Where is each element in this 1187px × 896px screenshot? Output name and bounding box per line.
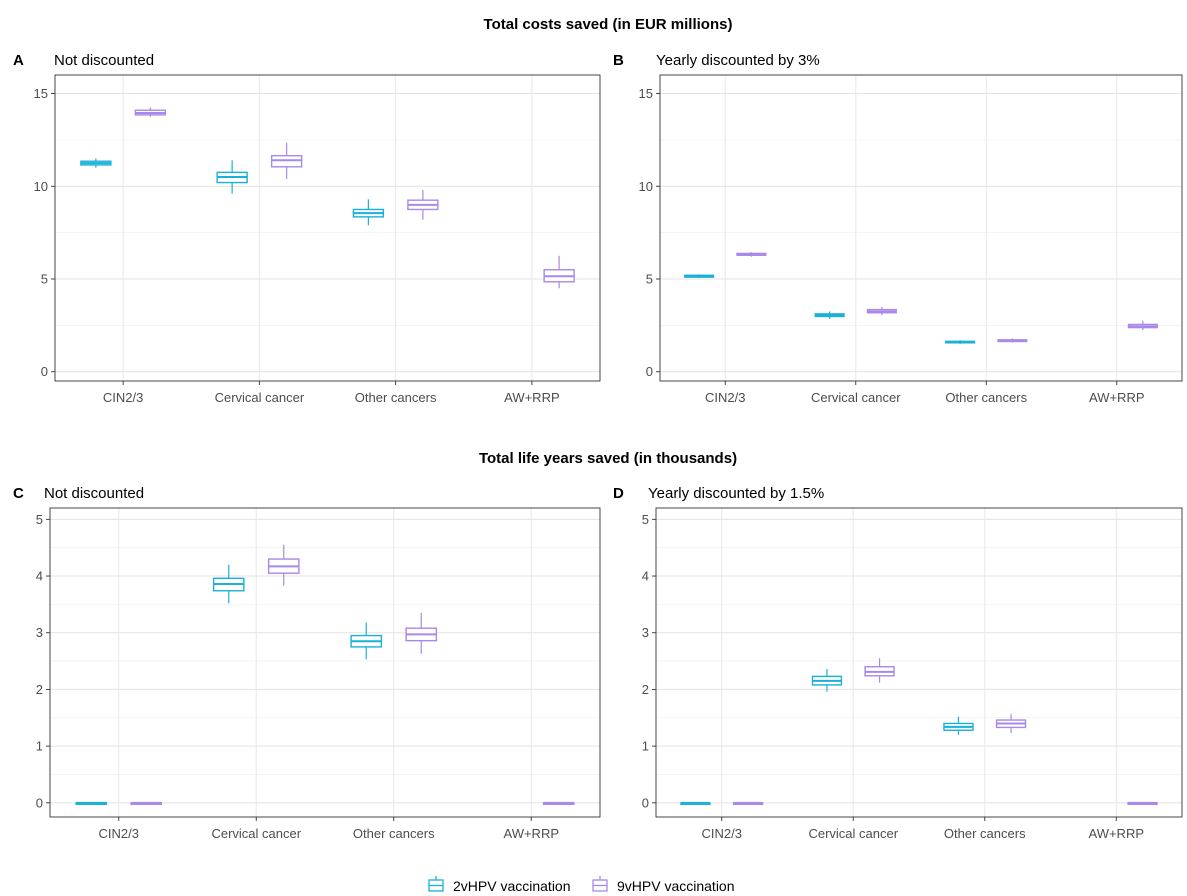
panel-c-plot: 0 1 2 3 4 5 CIN2/3 Cervical cancer Other cancers…: [36, 507, 601, 841]
panel-d-x-tick-label: Cervical cancer: [808, 826, 898, 841]
legend-item-2vhpv: 2vHPV vaccination: [428, 876, 571, 894]
panel-d-plot: 0 1 2 3 4 5 CIN2/3 Cervical cancer Other cancers…: [642, 507, 1183, 841]
panel-d-y-tick-label: 0: [642, 795, 649, 810]
panel-b-plot: 0 5 10 15 CIN2/3 Cervical cancer Other cancers…: [639, 74, 1183, 405]
panel-a-subtitle: Not discounted: [54, 52, 154, 69]
panel-a-x-tick-label: AW+RRP: [504, 390, 560, 405]
panel-c-y-tick-label: 0: [36, 795, 43, 810]
panel-b-box-2vhpv-cin23: [684, 274, 715, 279]
panel-b-x-tick-label: Cervical cancer: [811, 390, 901, 405]
panel-c-frame: [49, 507, 601, 818]
panel-b-frame: [659, 74, 1183, 382]
panel-b-box-9vhpv-other-cancers: [997, 338, 1028, 343]
panel-c-x-tick-label: CIN2/3: [99, 826, 139, 841]
panel-a-box-9vhpv-other-cancers: [407, 189, 439, 220]
legend-label-9vhpv: 9vHPV vaccination: [617, 878, 735, 894]
panel-d-box-2vhpv-other-cancers: [943, 716, 974, 735]
panel-c-x-tick-label: Cervical cancer: [211, 826, 301, 841]
panel-c-x-tick-label: Other cancers: [353, 826, 435, 841]
panel-c: C Not discounted 0 1 2 3 4 5 CIN2/3 Cervical ca…: [13, 485, 601, 841]
panel-d-box-9vhpv-other-cancers: [995, 713, 1027, 734]
panel-a-letter: A: [13, 52, 24, 69]
panel-c-box-2vhpv-other-cancers: [350, 622, 383, 660]
panel-a-box-9vhpv-cin23: [134, 107, 167, 117]
panel-b-x-tick-label: CIN2/3: [705, 390, 745, 405]
panel-c-letter: C: [13, 485, 24, 502]
panel-d-y-tick-label: 3: [642, 625, 649, 640]
panel-c-x-tick-label: AW+RRP: [504, 826, 560, 841]
legend: 2vHPV vaccination 9vHPV vaccination: [428, 876, 735, 894]
panel-c-y-tick-label: 3: [36, 625, 43, 640]
panel-b-x-tick-label: AW+RRP: [1089, 390, 1145, 405]
panel-b: B Yearly discounted by 3% 0 5 10 15 CIN2/3 Ce…: [613, 52, 1183, 405]
panel-a-box-9vhpv-cervical-cancer: [270, 142, 303, 179]
panel-d-box-2vhpv-cin23: [680, 801, 711, 806]
panel-d-x-tick-label: CIN2/3: [702, 826, 742, 841]
panel-d-box-9vhpv-cin23: [732, 801, 764, 806]
panel-d-y-tick-label: 5: [642, 512, 649, 527]
panel-c-y-tick-label: 1: [36, 739, 43, 754]
panel-d-x-tick-label: Other cancers: [944, 826, 1026, 841]
panel-d-box-2vhpv-cervical-cancer: [811, 669, 843, 692]
panel-b-box-9vhpv-aw-rrp: [1127, 320, 1158, 330]
panel-d-letter: D: [613, 485, 624, 502]
panel-b-y-tick-label: 0: [646, 364, 653, 379]
panel-a-box-2vhpv-other-cancers: [352, 199, 385, 226]
panel-d-y-tick-label: 2: [642, 682, 649, 697]
panel-b-box-2vhpv-cervical-cancer: [814, 311, 845, 319]
panel-c-box-9vhpv-cervical-cancer: [267, 544, 300, 586]
legend-2vhpv-box-icon: [428, 876, 444, 892]
panel-c-box-9vhpv-aw-rrp: [542, 801, 575, 806]
panel-b-x-tick-label: Other cancers: [945, 390, 1027, 405]
panel-a-frame: [54, 74, 601, 382]
legend-9vhpv-box-icon: [592, 876, 608, 892]
panel-a-plot: 0 5 10 15 CIN2/3 Cervical cancer Other cancers…: [34, 74, 601, 405]
panel-a-y-tick-label: 10: [34, 179, 48, 194]
panel-c-box-2vhpv-cin23: [75, 801, 108, 806]
panel-b-y-tick-label: 5: [646, 272, 653, 287]
panel-d-box-9vhpv-aw-rrp: [1127, 801, 1158, 806]
panel-a-box-9vhpv-aw-rrp: [543, 255, 575, 289]
panel-d: D Yearly discounted by 1.5% 0 1 2 3 4 5 CIN2/3…: [613, 485, 1183, 841]
panel-c-subtitle: Not discounted: [44, 485, 144, 502]
panel-a-y-tick-label: 0: [41, 364, 48, 379]
legend-item-9vhpv: 9vHPV vaccination: [592, 876, 735, 894]
panel-d-y-tick-label: 1: [642, 739, 649, 754]
panel-b-box-9vhpv-cervical-cancer: [866, 306, 897, 316]
panel-d-subtitle: Yearly discounted by 1.5%: [648, 485, 824, 502]
panel-d-x-tick-label: AW+RRP: [1089, 826, 1145, 841]
panel-a-box-2vhpv-cin23: [80, 158, 112, 168]
panel-c-y-tick-label: 5: [36, 512, 43, 527]
panel-c-box-9vhpv-cin23: [130, 801, 163, 806]
panel-a-box-2vhpv-cervical-cancer: [216, 160, 248, 194]
panel-b-box-2vhpv-other-cancers: [945, 340, 976, 344]
panel-c-box-2vhpv-cervical-cancer: [212, 564, 245, 604]
life-years-section-title: Total life years saved (in thousands): [479, 450, 737, 467]
panel-a-y-tick-label: 15: [34, 86, 48, 101]
panel-a: A Not discounted 0 5 10 15 CIN2/3 Cervical ca…: [13, 52, 601, 405]
panel-a-y-tick-label: 5: [41, 272, 48, 287]
panel-c-y-tick-label: 2: [36, 682, 43, 697]
panel-b-letter: B: [613, 52, 624, 69]
panel-a-x-tick-label: CIN2/3: [103, 390, 143, 405]
panel-b-y-tick-label: 15: [639, 86, 653, 101]
panel-d-frame: [655, 507, 1183, 818]
panel-a-x-tick-label: Other cancers: [355, 390, 437, 405]
panel-d-y-tick-label: 4: [642, 569, 649, 584]
panel-a-x-tick-label: Cervical cancer: [215, 390, 305, 405]
legend-label-2vhpv: 2vHPV vaccination: [453, 878, 571, 894]
panel-c-box-9vhpv-other-cancers: [405, 612, 438, 654]
panel-b-subtitle: Yearly discounted by 3%: [656, 52, 820, 69]
panel-d-box-9vhpv-cervical-cancer: [864, 658, 895, 683]
panel-b-box-9vhpv-cin23: [736, 252, 767, 257]
panel-b-y-tick-label: 10: [639, 179, 653, 194]
panel-c-y-tick-label: 4: [36, 569, 43, 584]
costs-section-title: Total costs saved (in EUR millions): [484, 16, 733, 33]
